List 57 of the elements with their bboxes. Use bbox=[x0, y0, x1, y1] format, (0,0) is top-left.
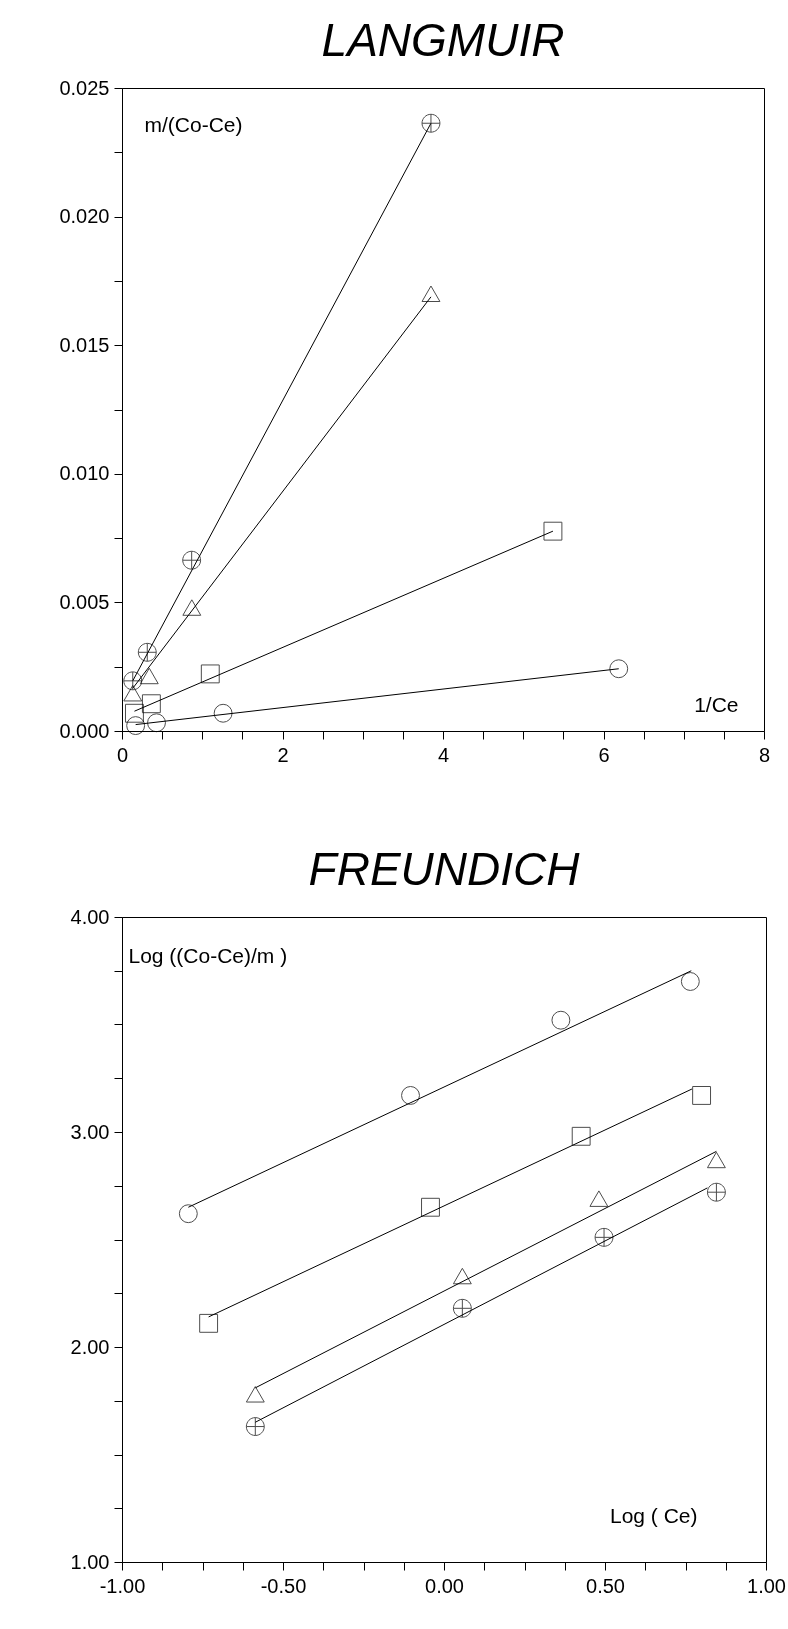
y-tick-label: 0.010 bbox=[59, 462, 110, 485]
point bbox=[692, 1086, 712, 1105]
y-tick-label: 0.005 bbox=[59, 590, 110, 613]
y-tick-label: 0.020 bbox=[59, 205, 110, 228]
y-tick-label: 0.025 bbox=[59, 76, 110, 99]
point bbox=[421, 113, 441, 133]
x-tick-label: 0 bbox=[116, 743, 129, 766]
x-axis-title: Log ( Ce) bbox=[609, 1503, 698, 1527]
x-tick-label: -1.00 bbox=[99, 1574, 146, 1597]
point bbox=[421, 285, 441, 303]
point bbox=[182, 599, 202, 616]
point bbox=[401, 1086, 420, 1105]
point bbox=[706, 1151, 726, 1169]
x-tick-label: 6 bbox=[598, 743, 610, 766]
x-axis-title: 1/Ce bbox=[694, 692, 739, 716]
point bbox=[200, 664, 220, 684]
y-axis-title: Log ((Co-Ce)/m ) bbox=[128, 943, 288, 967]
y-tick-label: 3.00 bbox=[70, 1120, 110, 1143]
point bbox=[147, 713, 166, 733]
point bbox=[124, 703, 144, 723]
point bbox=[137, 642, 157, 662]
point bbox=[609, 659, 629, 679]
y-tick-label: 2.00 bbox=[70, 1335, 110, 1358]
y-tick-label: 0.000 bbox=[59, 719, 110, 742]
x-tick-label: 0.50 bbox=[586, 1574, 625, 1597]
point bbox=[706, 1182, 726, 1202]
point bbox=[245, 1386, 265, 1403]
point bbox=[178, 1204, 198, 1224]
point bbox=[452, 1267, 472, 1285]
point bbox=[182, 550, 202, 570]
point bbox=[543, 521, 563, 541]
point bbox=[594, 1227, 614, 1247]
point bbox=[680, 972, 700, 991]
y-tick-label: 4.00 bbox=[70, 905, 110, 928]
y-tick-label: 0.015 bbox=[59, 333, 110, 356]
point bbox=[141, 694, 161, 714]
x-tick-label: 8 bbox=[758, 743, 771, 766]
point bbox=[589, 1190, 609, 1207]
point bbox=[199, 1313, 219, 1333]
x-tick-label: -0.50 bbox=[260, 1574, 307, 1597]
x-tick-label: 1.00 bbox=[747, 1574, 786, 1597]
x-tick-label: 4 bbox=[437, 743, 450, 766]
point bbox=[421, 1197, 440, 1217]
y-axis-title: m/(Co-Ce) bbox=[144, 112, 243, 136]
point bbox=[213, 703, 233, 723]
x-tick-label: 0.00 bbox=[425, 1574, 464, 1597]
point bbox=[139, 667, 159, 685]
point bbox=[123, 684, 143, 702]
point bbox=[551, 1010, 571, 1030]
point bbox=[452, 1298, 472, 1318]
point bbox=[126, 716, 146, 736]
chart-title: LANGMUIR bbox=[321, 14, 565, 66]
x-tick-label: 2 bbox=[277, 743, 289, 766]
chart-title: FREUNDICH bbox=[308, 843, 581, 895]
point bbox=[245, 1417, 265, 1436]
point bbox=[571, 1126, 591, 1146]
y-tick-label: 1.00 bbox=[70, 1550, 110, 1573]
